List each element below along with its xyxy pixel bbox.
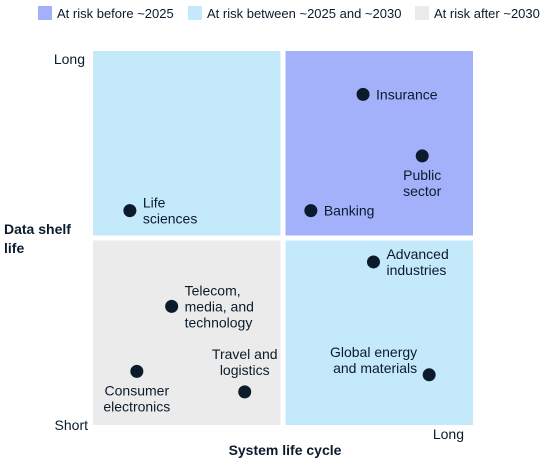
data-point-1 — [415, 149, 429, 163]
point-label-5-1: media, and — [185, 298, 254, 314]
data-point-6 — [130, 364, 144, 378]
y-axis-title-line-2: life — [4, 240, 24, 256]
point-label-7-0: Travel and — [212, 346, 278, 362]
quadrant-bottom-right — [285, 240, 473, 425]
data-point-2 — [304, 204, 318, 218]
x-axis-title: System life cycle — [229, 442, 342, 458]
point-label-5-0: Telecom, — [185, 282, 241, 298]
legend-label-1: At risk between ~2025 and ~2030 — [207, 6, 401, 21]
point-label-8-0: Global energy — [330, 344, 417, 360]
data-point-5 — [165, 299, 179, 313]
legend-swatch-1 — [188, 6, 202, 20]
legend-swatch-2 — [415, 6, 429, 20]
x-tick-long: Long — [433, 426, 464, 442]
data-point-4 — [366, 255, 380, 269]
point-label-4-1: industries — [386, 262, 446, 278]
point-label-3-0: Life — [143, 195, 166, 211]
data-point-8 — [422, 368, 436, 382]
point-label-3-1: sciences — [143, 211, 197, 227]
legend-swatch-0 — [38, 6, 52, 20]
point-label-4-0: Advanced — [386, 246, 448, 262]
data-point-3 — [123, 204, 137, 218]
point-label-0-0: Insurance — [376, 86, 438, 102]
quadrant-top-right — [285, 51, 473, 236]
point-label-6-1: electronics — [103, 398, 170, 414]
data-point-7 — [238, 385, 252, 399]
quadrant-top-left — [93, 51, 281, 236]
legend-label-2: At risk after ~2030 — [434, 6, 540, 21]
y-tick-high: Long — [54, 51, 85, 67]
legend-label-0: At risk before ~2025 — [57, 6, 174, 21]
point-label-8-1: and materials — [333, 360, 417, 376]
y-axis-title-line-1: Data shelf — [4, 221, 71, 237]
point-label-5-2: technology — [185, 314, 253, 330]
point-label-7-1: logistics — [220, 362, 270, 378]
point-label-1-1: sector — [403, 183, 441, 199]
point-label-1-0: Public — [403, 167, 441, 183]
point-label-6-0: Consumer — [105, 382, 170, 398]
y-tick-short: Short — [55, 417, 89, 433]
data-point-0 — [356, 87, 370, 101]
point-label-2-0: Banking — [324, 203, 375, 219]
